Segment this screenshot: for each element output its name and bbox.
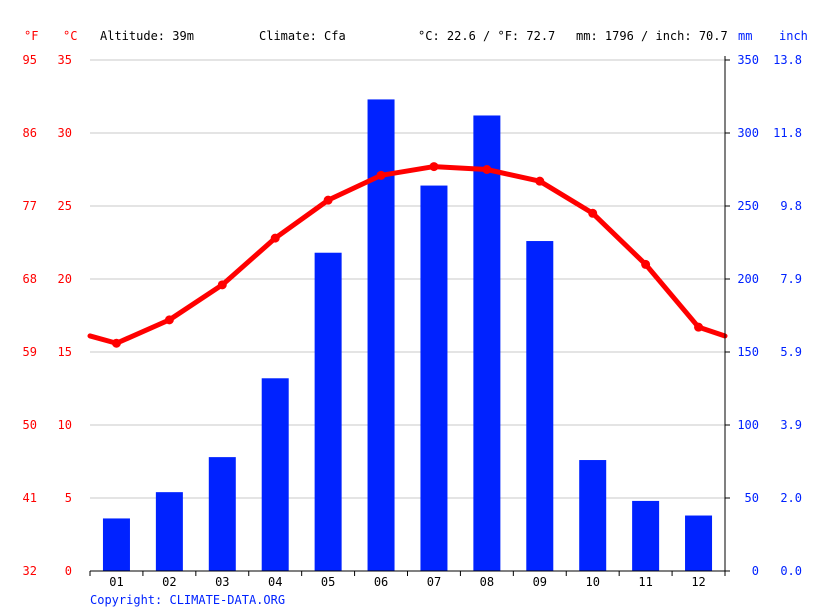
tick-label-mm: 300 — [737, 126, 759, 140]
axis-layer: 32 0 0 0.0 41 5 50 2.0 50 10 100 3.9 59 15 150 5.9 68 20 2… — [23, 53, 802, 589]
month-label: 06 — [374, 575, 388, 589]
temperature-point — [270, 233, 280, 243]
tick-label-c: 5 — [65, 491, 72, 505]
temperature-point — [641, 259, 651, 269]
tick-label-f: 50 — [23, 418, 37, 432]
precip-bar — [102, 518, 130, 571]
tick-label-f: 32 — [23, 564, 37, 578]
tick-label-inch: 7.9 — [780, 272, 802, 286]
tick-label-mm: 350 — [737, 53, 759, 67]
tick-label-c: 20 — [58, 272, 72, 286]
month-label: 01 — [109, 575, 123, 589]
unit-mm-label: mm — [738, 29, 752, 43]
precip-bar — [579, 460, 607, 571]
tick-label-c: 10 — [58, 418, 72, 432]
altitude-label: Altitude: 39m — [100, 29, 194, 43]
temperature-point — [217, 280, 227, 290]
temperature-point — [588, 208, 598, 218]
tick-label-c: 25 — [58, 199, 72, 213]
precip-bar — [208, 457, 236, 571]
tick-label-mm: 200 — [737, 272, 759, 286]
tick-label-inch: 11.8 — [773, 126, 802, 140]
tick-label-inch: 9.8 — [780, 199, 802, 213]
tick-label-f: 59 — [23, 345, 37, 359]
precip-bar — [526, 241, 554, 572]
tick-label-inch: 5.9 — [780, 345, 802, 359]
month-label: 08 — [480, 575, 494, 589]
tick-label-f: 77 — [23, 199, 37, 213]
tick-label-f: 68 — [23, 272, 37, 286]
tick-label-mm: 50 — [745, 491, 759, 505]
month-label: 11 — [638, 575, 652, 589]
tick-label-mm: 250 — [737, 199, 759, 213]
unit-f-label: °F — [24, 29, 38, 43]
tick-label-mm: 0 — [752, 564, 759, 578]
temperature-point — [376, 170, 386, 180]
precip-bar — [473, 115, 501, 571]
month-label: 04 — [268, 575, 282, 589]
precip-bar — [685, 515, 713, 571]
tick-label-c: 15 — [58, 345, 72, 359]
tick-label-inch: 13.8 — [773, 53, 802, 67]
tick-label-f: 95 — [23, 53, 37, 67]
temperature-line — [87, 162, 728, 348]
month-label: 07 — [427, 575, 441, 589]
temp-average-label: °C: 22.6 / °F: 72.7 — [418, 29, 555, 43]
month-label: 02 — [162, 575, 176, 589]
temperature-point — [323, 195, 333, 205]
precip-total-label: mm: 1796 / inch: 70.7 — [576, 29, 728, 43]
temperature-polyline — [87, 164, 728, 346]
tick-label-inch: 2.0 — [780, 491, 802, 505]
tick-label-inch: 3.9 — [780, 418, 802, 432]
precip-bar — [314, 252, 342, 571]
precip-bar — [420, 185, 448, 571]
temperature-point — [482, 165, 492, 174]
precip-bar — [261, 378, 289, 571]
tick-label-mm: 100 — [737, 418, 759, 432]
tick-label-mm: 150 — [737, 345, 759, 359]
unit-inch-label: inch — [779, 29, 808, 43]
copyright-text[interactable]: Copyright: CLIMATE-DATA.ORG — [90, 593, 285, 607]
month-label: 05 — [321, 575, 335, 589]
precip-bar — [155, 492, 183, 571]
tick-label-c: 0 — [65, 564, 72, 578]
tick-label-inch: 0.0 — [780, 564, 802, 578]
tick-label-f: 86 — [23, 126, 37, 140]
temperature-point — [694, 322, 704, 332]
month-label: 12 — [691, 575, 705, 589]
precipitation-bars — [102, 99, 713, 572]
climate-label: Climate: Cfa — [259, 29, 346, 43]
temperature-point — [429, 162, 439, 172]
unit-c-label: °C — [63, 29, 77, 43]
precip-bar — [367, 99, 395, 572]
temperature-point — [164, 315, 174, 325]
month-label: 03 — [215, 575, 229, 589]
tick-label-c: 30 — [58, 126, 72, 140]
tick-label-f: 41 — [23, 491, 37, 505]
month-label: 09 — [533, 575, 547, 589]
month-label: 10 — [585, 575, 599, 589]
precip-bar — [632, 500, 660, 571]
temperature-point — [111, 338, 121, 348]
grid-layer — [90, 59, 725, 499]
tick-label-c: 35 — [58, 53, 72, 67]
temperature-point — [535, 176, 545, 186]
